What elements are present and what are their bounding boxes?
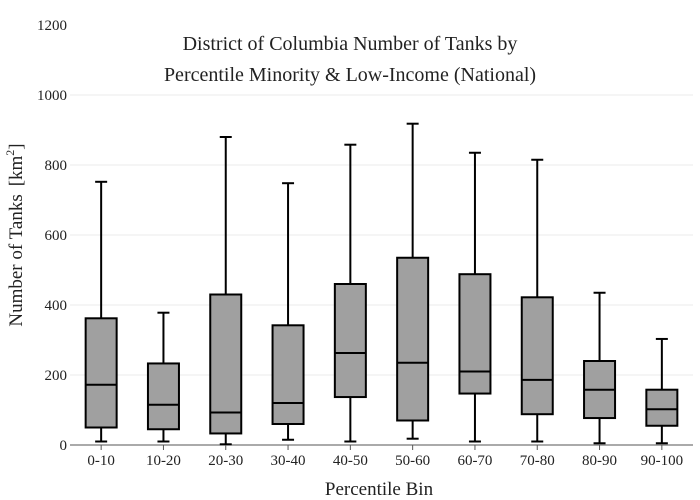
box-50-60 bbox=[396, 122, 430, 440]
iqr-box bbox=[645, 388, 679, 427]
x-tick-label-40-50: 40-50 bbox=[333, 453, 368, 469]
x-tick-label-20-30: 20-30 bbox=[208, 453, 243, 469]
box-40-50 bbox=[333, 143, 367, 443]
x-tick-label-30-40: 30-40 bbox=[271, 453, 306, 469]
iqr-box bbox=[146, 362, 180, 431]
chart-title-line-2: Percentile Minority & Low-Income (Nation… bbox=[164, 64, 536, 86]
x-axis-title: Percentile Bin bbox=[325, 479, 434, 500]
x-tick-label-10-20: 10-20 bbox=[146, 453, 181, 469]
y-tick-label-1000: 1000 bbox=[37, 88, 67, 104]
y-axis-title-unit-sup: 2 bbox=[3, 150, 17, 156]
iqr-box bbox=[84, 317, 118, 429]
x-tick-label-60-70: 60-70 bbox=[457, 453, 492, 469]
iqr-box bbox=[458, 273, 492, 395]
y-tick-label-600: 600 bbox=[45, 228, 68, 244]
iqr-box bbox=[209, 293, 243, 435]
y-axis-title-main: Number of Tanks bbox=[6, 194, 27, 326]
x-tick-label-70-80: 70-80 bbox=[520, 453, 555, 469]
y-tick-label-0: 0 bbox=[60, 438, 68, 454]
y-tick-label-800: 800 bbox=[45, 158, 68, 174]
iqr-box bbox=[520, 296, 554, 416]
box-80-90 bbox=[583, 291, 617, 445]
iqr-box bbox=[396, 256, 430, 422]
box-70-80 bbox=[520, 158, 554, 443]
box-layer bbox=[84, 122, 679, 446]
y-tick-label-200: 200 bbox=[45, 368, 68, 384]
box-30-40 bbox=[271, 182, 305, 441]
iqr-box bbox=[271, 324, 305, 425]
y-axis-title-unit-close: ] bbox=[6, 143, 27, 149]
box-0-10 bbox=[84, 180, 118, 443]
chart-title-line-1: District of Columbia Number of Tanks by bbox=[183, 33, 518, 55]
box-60-70 bbox=[458, 151, 492, 443]
box-90-100 bbox=[645, 337, 679, 445]
x-tick-label-90-100: 90-100 bbox=[641, 453, 684, 469]
box-20-30 bbox=[209, 136, 243, 446]
y-tick-label-400: 400 bbox=[45, 298, 68, 314]
y-axis-title-unit: [km bbox=[6, 155, 27, 186]
y-axis-title: Number of Tanks [km2] bbox=[3, 143, 27, 326]
x-tick-label-50-60: 50-60 bbox=[395, 453, 430, 469]
svg-text:Number of Tanks[km2]: Number of Tanks [km2] bbox=[3, 143, 27, 326]
y-tick-label-1200: 1200 bbox=[37, 18, 67, 34]
iqr-box bbox=[333, 283, 367, 399]
box-10-20 bbox=[146, 311, 180, 443]
x-tick-label-80-90: 80-90 bbox=[582, 453, 617, 469]
y-tick-labels: 0 200 400 600 800 1000 1200 bbox=[37, 18, 67, 454]
x-tick-labels: 0-10 10-20 20-30 30-40 40-50 50-60 60-70 70-80 8… bbox=[87, 445, 683, 469]
x-tick-label-0-10: 0-10 bbox=[87, 453, 115, 469]
